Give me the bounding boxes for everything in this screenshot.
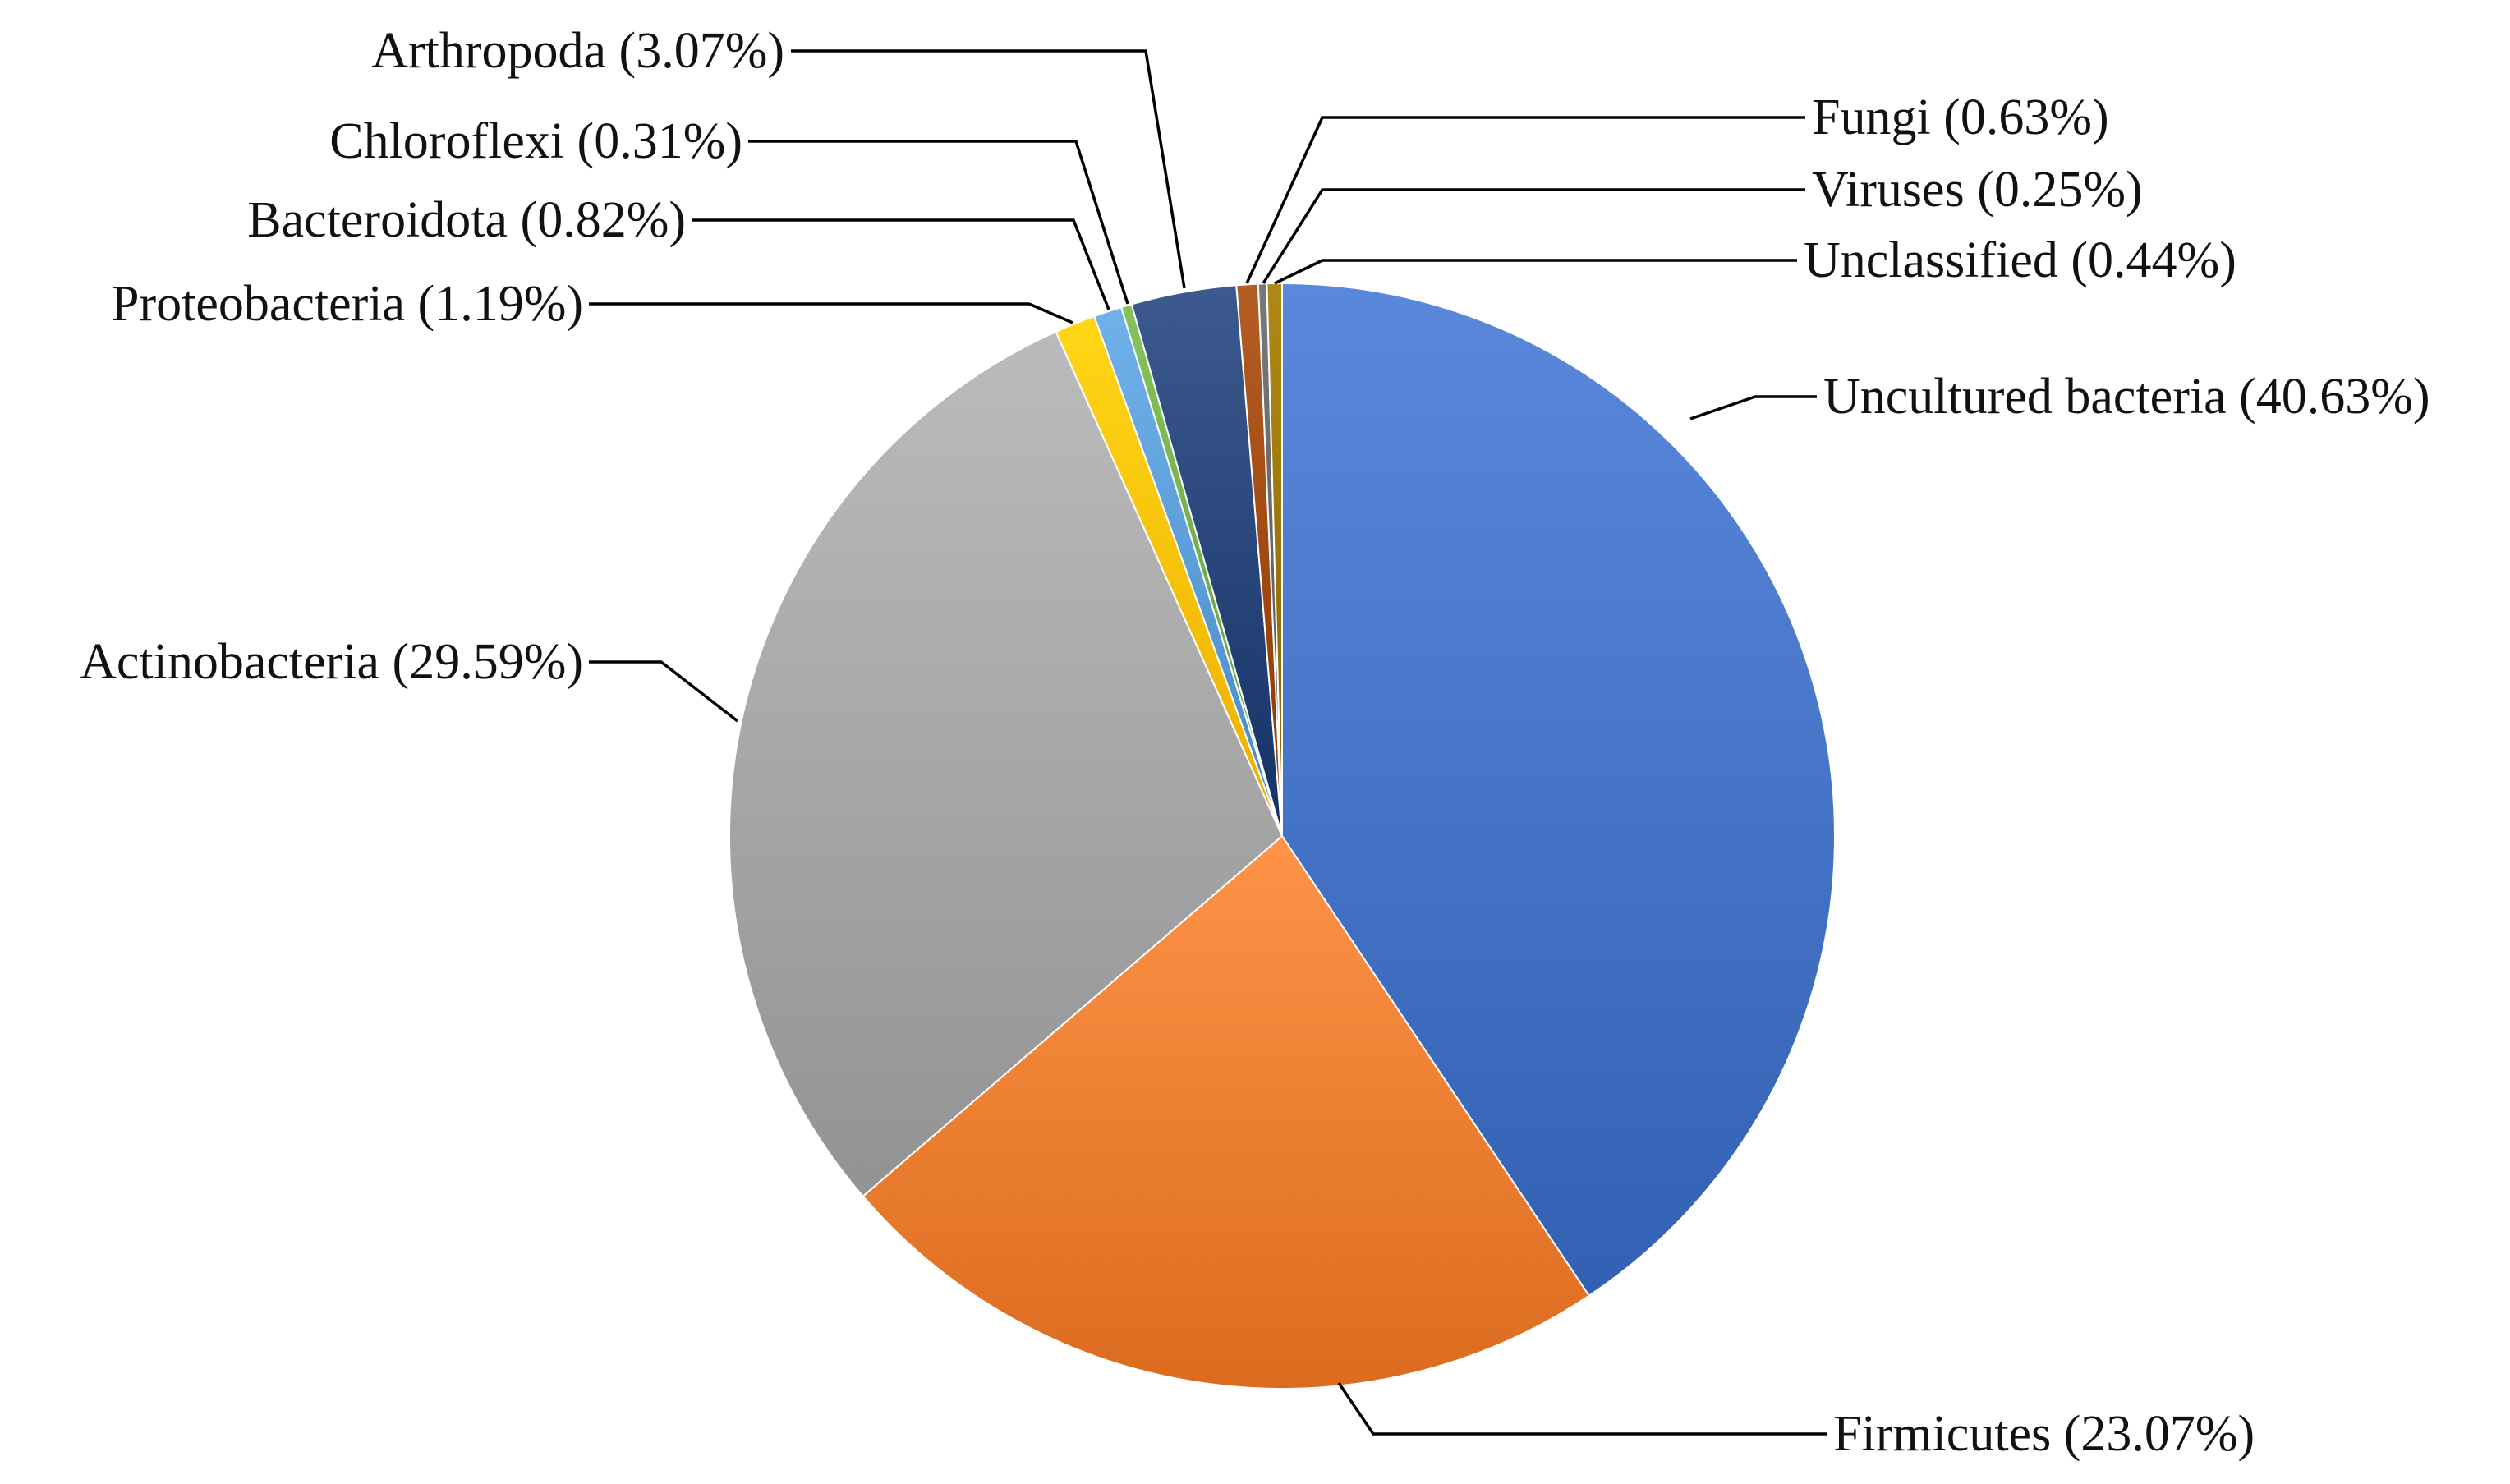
slices-layer — [729, 282, 1836, 1390]
labels-layer: Uncultured bacteria (40.63%) Firmicutes (… — [80, 23, 2430, 1462]
slice-label-bacteroidota: Bacteroidota (0.82%) — [247, 192, 686, 248]
slice-label-uncultured-bacteria: Uncultured bacteria (40.63%) — [1823, 369, 2430, 425]
leader-line-uncultured-bacteria — [1689, 395, 1817, 420]
leader-line-arthropoda — [791, 49, 1186, 289]
slice-label-unclassified: Unclassified (0.44%) — [1804, 232, 2236, 288]
leader-line-proteobacteria — [589, 302, 1073, 324]
slice-label-actinobacteria: Actinobacteria (29.59%) — [80, 634, 583, 690]
leader-line-viruses — [1262, 188, 1805, 284]
slice-label-arthropoda: Arthropoda (3.07%) — [371, 23, 784, 79]
slice-label-proteobacteria: Proteobacteria (1.19%) — [111, 276, 583, 332]
leader-line-chloroflexi — [748, 140, 1129, 305]
leader-line-bacteroidota — [692, 218, 1110, 310]
leader-lines-layer — [589, 49, 1827, 1436]
pie-slice-firmicutes — [862, 834, 1591, 1390]
slice-label-chloroflexi: Chloroflexi (0.31%) — [329, 113, 742, 169]
leader-line-unclassified — [1274, 259, 1797, 285]
slice-label-fungi: Fungi (0.63%) — [1812, 90, 2109, 145]
slice-label-firmicutes: Firmicutes (23.07%) — [1833, 1406, 2255, 1462]
leader-line-firmicutes — [1337, 1382, 1827, 1436]
leader-line-fungi — [1245, 116, 1805, 284]
leader-line-actinobacteria — [589, 660, 739, 723]
pie-slice-actinobacteria — [729, 330, 1284, 1198]
pie-slice-unclassified — [1266, 282, 1283, 837]
slice-label-viruses: Viruses (0.25%) — [1812, 162, 2143, 218]
